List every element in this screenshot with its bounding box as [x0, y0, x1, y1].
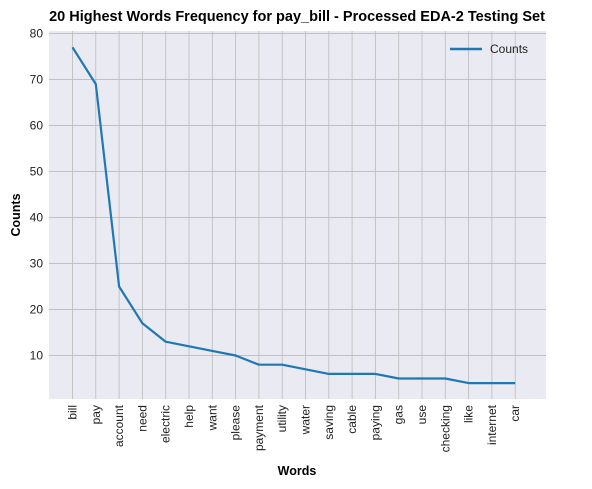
x-tick-label: electric	[159, 405, 173, 443]
plot-area	[49, 31, 546, 399]
x-tick-label: please	[229, 405, 243, 441]
x-tick-label: paying	[368, 405, 382, 440]
x-tick-label: want	[205, 404, 219, 431]
y-axis-ticks: 10 20 30 40 50 60 70 80	[30, 27, 44, 363]
y-tick-label: 80	[30, 27, 44, 41]
x-tick-label: internet	[485, 404, 499, 445]
y-tick-label: 60	[30, 119, 44, 133]
x-tick-label: account	[112, 404, 126, 447]
x-tick-label: gas	[392, 405, 406, 424]
legend-label-counts: Counts	[490, 42, 528, 56]
y-tick-label: 10	[30, 349, 44, 363]
series-line-counts	[71, 46, 516, 385]
y-tick-label: 30	[30, 257, 44, 271]
x-tick-label: bill	[66, 405, 80, 420]
x-tick-label: like	[462, 405, 476, 423]
grid-lines	[49, 31, 546, 399]
chart-title: 20 Highest Words Frequency for pay_bill …	[49, 9, 545, 25]
x-tick-label: payment	[252, 404, 266, 451]
x-tick-label: water	[299, 405, 313, 435]
y-axis-label: Counts	[9, 193, 23, 236]
x-tick-label: use	[415, 405, 429, 425]
y-tick-label: 50	[30, 165, 44, 179]
x-tick-label: utility	[275, 405, 289, 432]
x-tick-label: saving	[322, 405, 336, 440]
x-tick-label: help	[182, 405, 196, 428]
x-tick-label: car	[508, 405, 522, 422]
legend: Counts	[450, 42, 528, 56]
y-tick-label: 20	[30, 303, 44, 317]
x-axis-label: Words	[278, 464, 317, 478]
y-tick-label: 40	[30, 211, 44, 225]
x-tick-label: cable	[345, 405, 359, 434]
x-axis-ticks: bill pay account need electric help want please…	[66, 404, 523, 452]
x-tick-label: need	[135, 405, 149, 432]
x-tick-label: checking	[438, 405, 452, 452]
x-tick-label: pay	[89, 405, 103, 424]
y-tick-label: 70	[30, 73, 44, 87]
